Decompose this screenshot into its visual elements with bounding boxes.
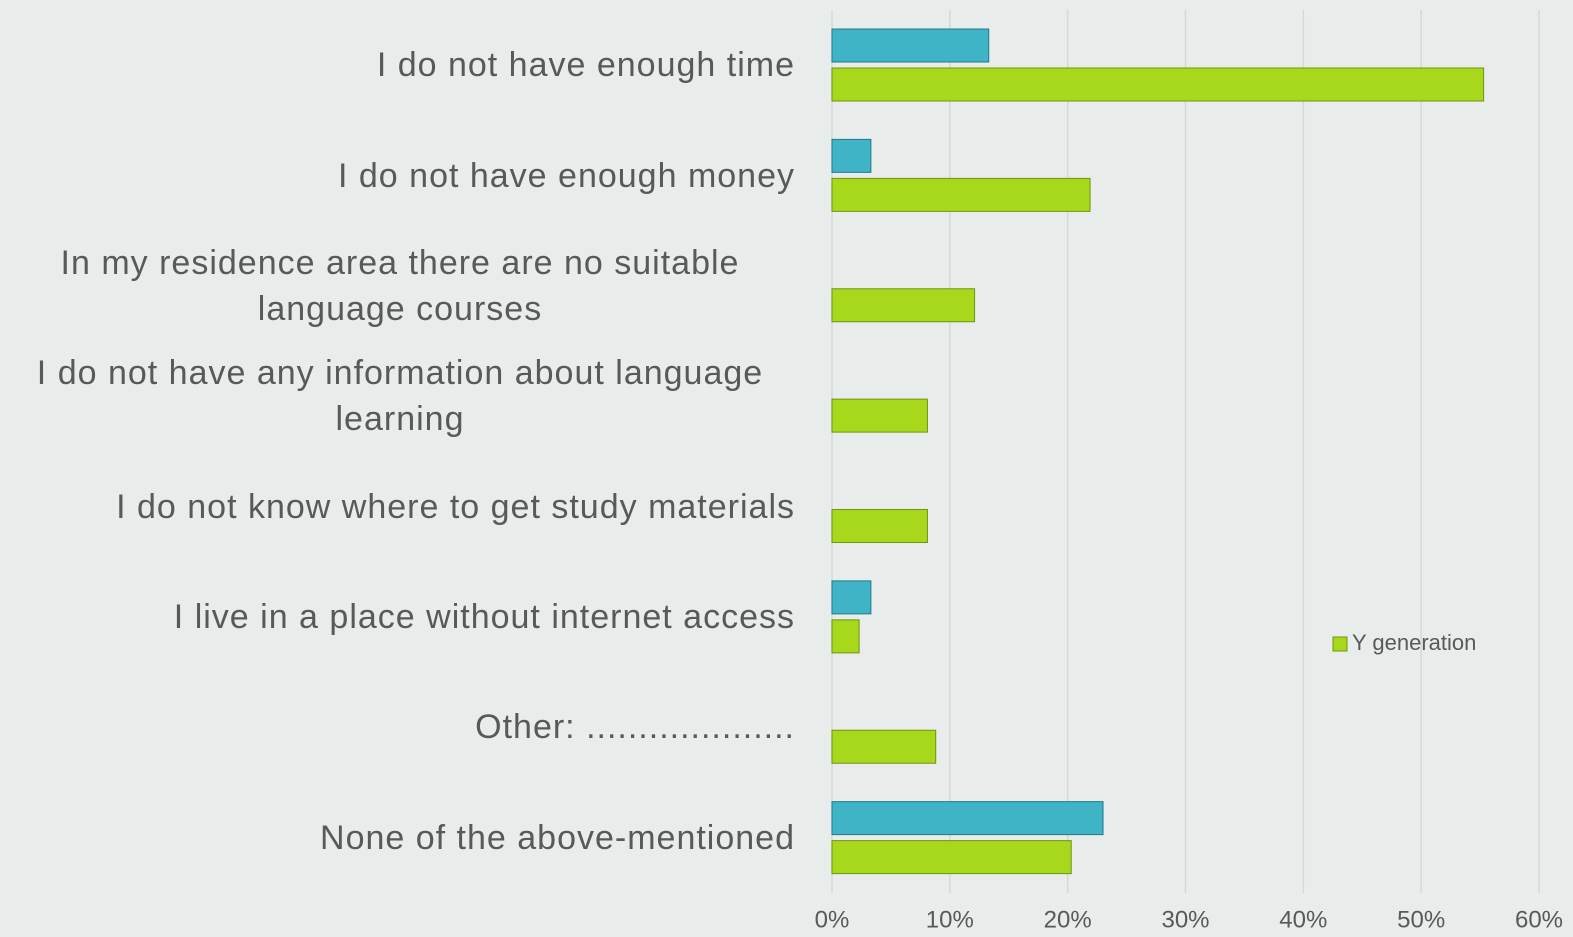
category-text: I do not know where to get study materia… bbox=[116, 487, 795, 526]
bar bbox=[831, 801, 1104, 836]
x-tick-label: 50% bbox=[1397, 906, 1445, 933]
category-text: In my residence area there are no suitab… bbox=[60, 243, 740, 328]
bar bbox=[831, 67, 1485, 102]
category-label: I do not have enough time bbox=[5, 42, 795, 88]
x-tick-label: 60% bbox=[1515, 906, 1563, 933]
bar bbox=[831, 580, 872, 615]
category-label: I do not have enough money bbox=[5, 153, 795, 199]
bar bbox=[831, 288, 976, 323]
category-label: None of the above-mentioned bbox=[5, 815, 795, 861]
x-tick-label: 40% bbox=[1279, 906, 1327, 933]
category-text: I live in a place without internet acces… bbox=[173, 598, 795, 637]
category-text: I do not have enough money bbox=[338, 156, 795, 195]
bar bbox=[831, 138, 872, 173]
category-label: I do not know where to get study materia… bbox=[5, 484, 795, 530]
x-tick-label: 30% bbox=[1161, 906, 1209, 933]
category-text: Other: .................... bbox=[475, 708, 795, 747]
category-text: I do not have enough time bbox=[376, 46, 795, 85]
bar bbox=[831, 619, 860, 654]
x-tick-label: 0% bbox=[815, 906, 850, 933]
category-label: In my residence area there are no suitab… bbox=[5, 240, 795, 332]
category-label: I live in a place without internet acces… bbox=[5, 594, 795, 640]
category-text: I do not have any information about lang… bbox=[36, 354, 764, 439]
category-label: I do not have any information about lang… bbox=[5, 350, 795, 442]
bar bbox=[831, 398, 928, 433]
bar bbox=[831, 729, 937, 764]
bar bbox=[831, 509, 928, 543]
bar bbox=[831, 177, 1091, 212]
category-text: None of the above-mentioned bbox=[320, 818, 795, 857]
legend-label: Y generation bbox=[1352, 630, 1476, 655]
bar bbox=[831, 840, 1072, 875]
x-tick-label: 10% bbox=[926, 906, 974, 933]
bar bbox=[831, 28, 990, 63]
category-label: Other: .................... bbox=[5, 704, 795, 750]
legend-swatch bbox=[1332, 636, 1348, 652]
x-tick-label: 20% bbox=[1044, 906, 1092, 933]
